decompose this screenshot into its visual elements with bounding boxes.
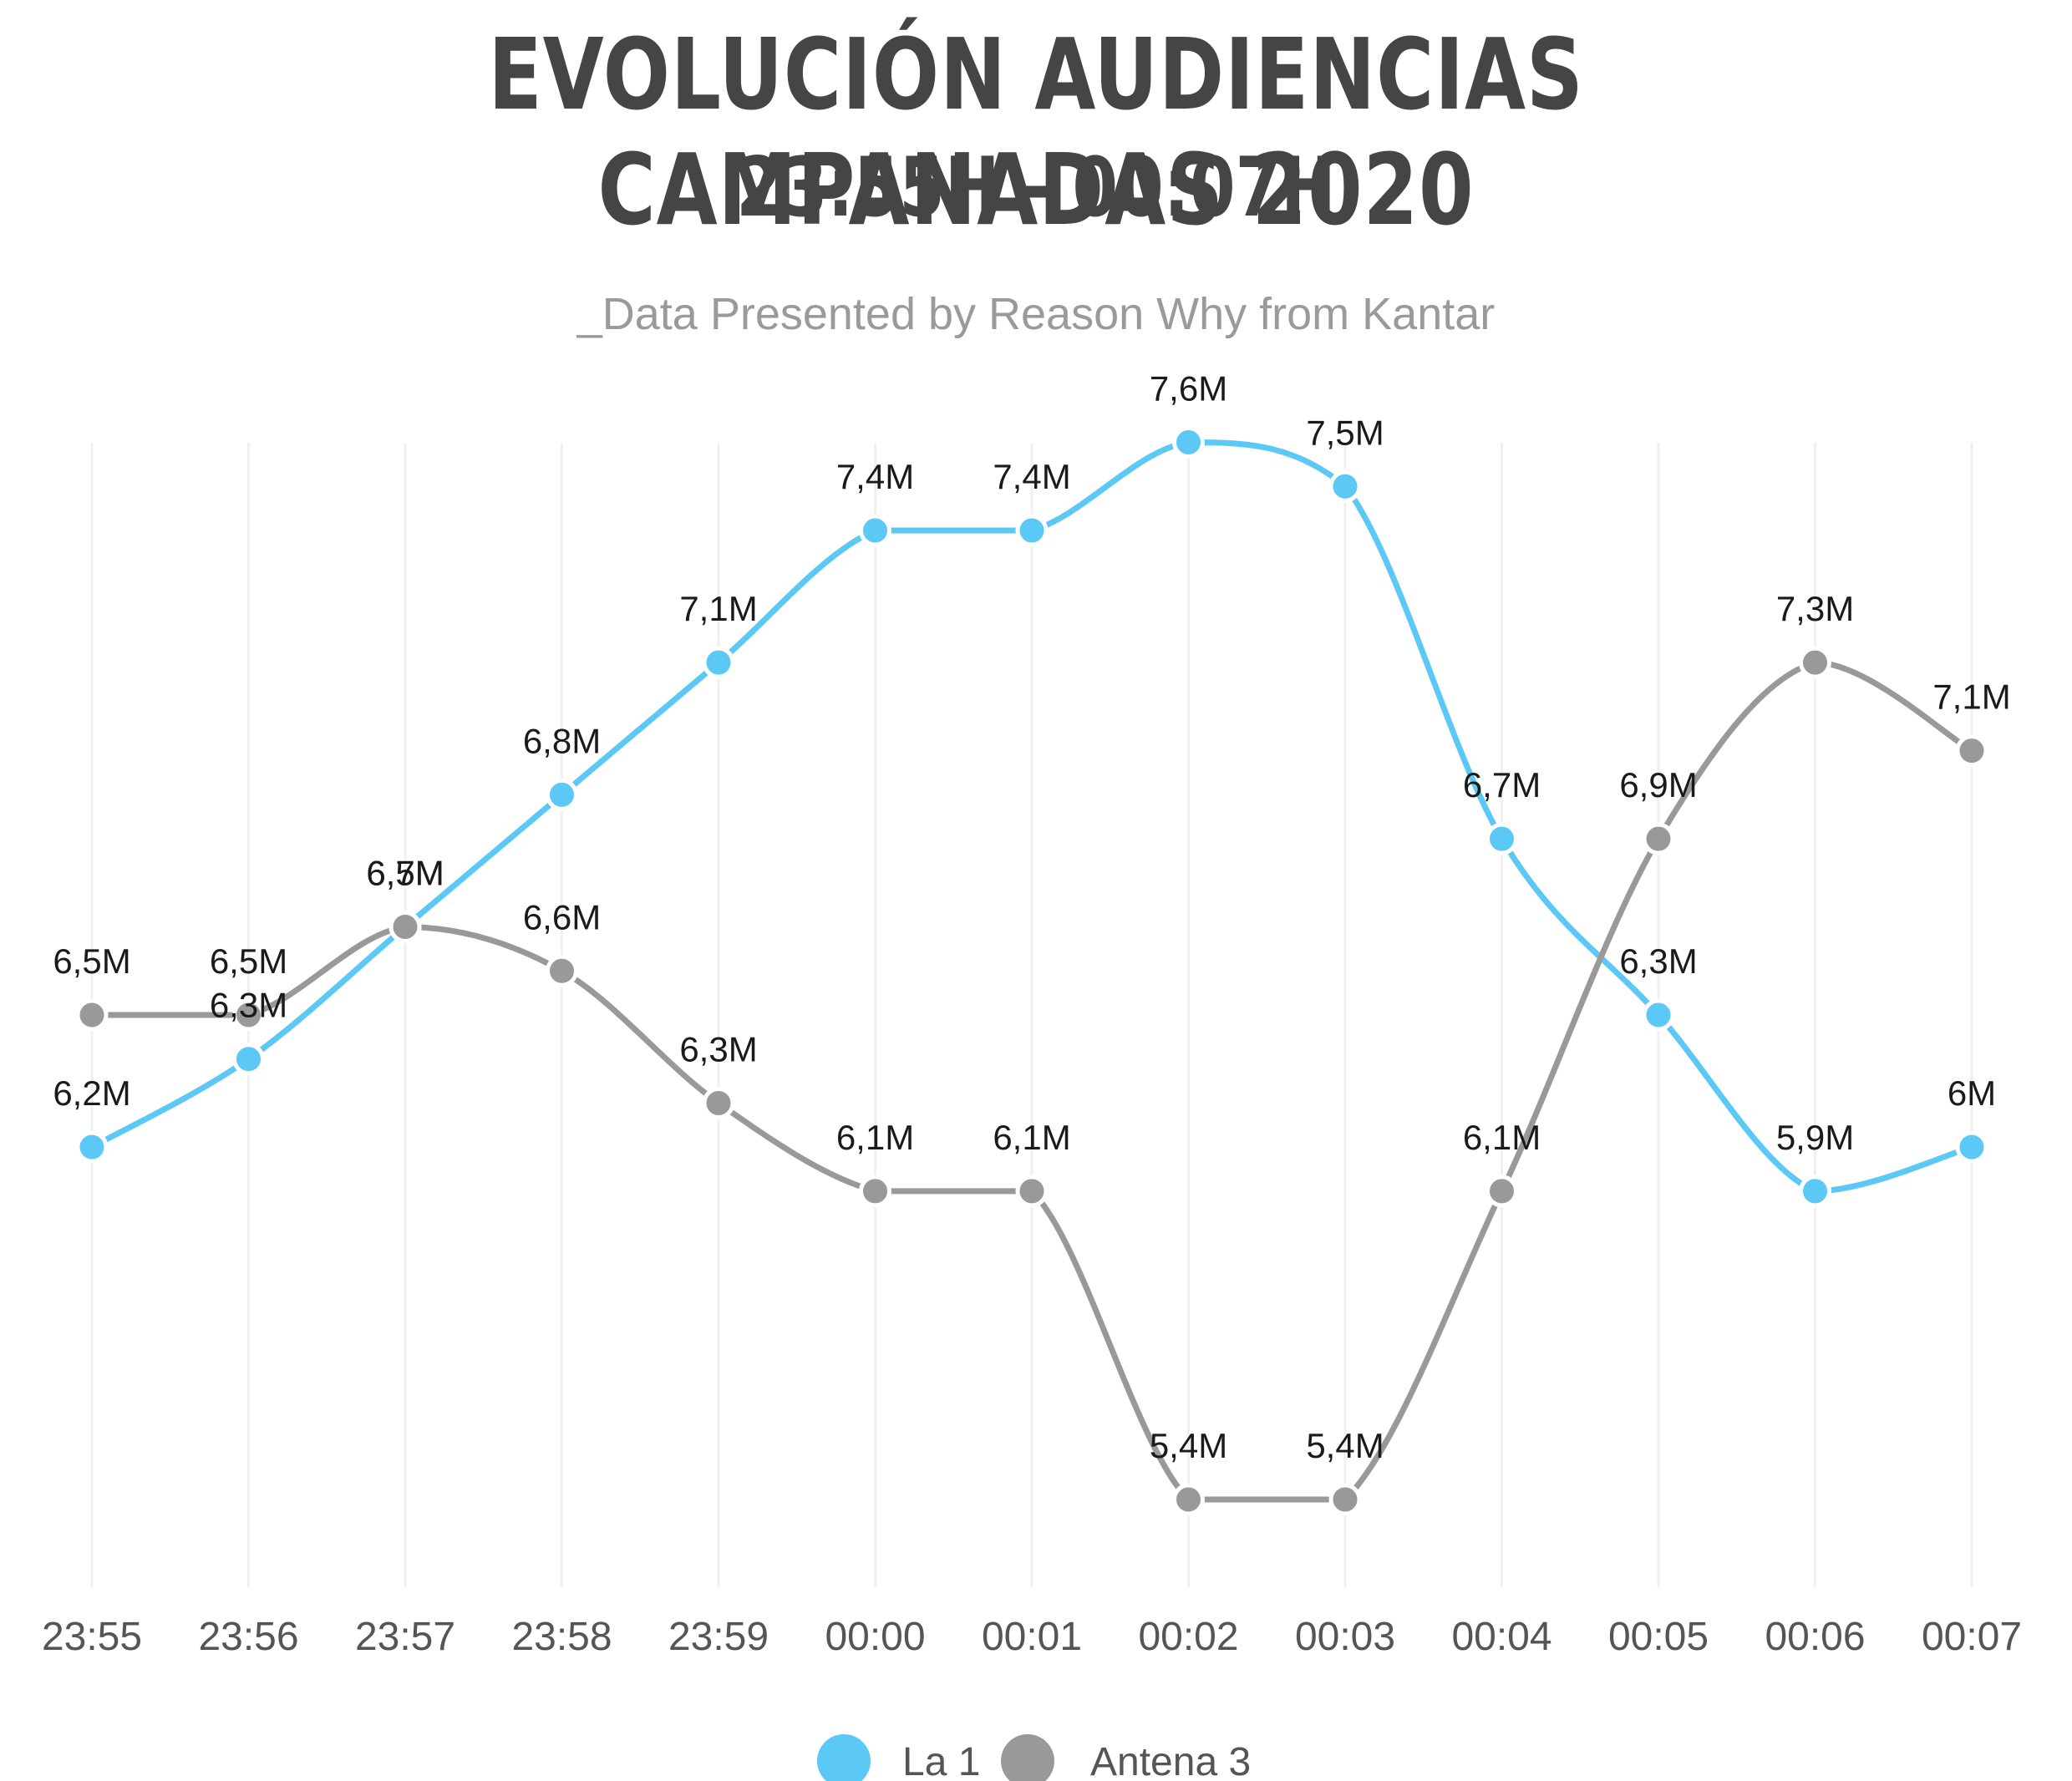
data-point-antena-3-0 xyxy=(75,998,109,1032)
x-axis-ticks: 23:55 23:56 23:57 23:58 23:59 00:00 00:01 00:02… xyxy=(42,1615,2022,1659)
data-label-antena-3-5: 6,1M xyxy=(836,1118,914,1157)
data-label-la-1-8: 7,5M xyxy=(1306,413,1384,452)
x-tick-label-11: 00:06 xyxy=(1765,1615,1865,1659)
data-label-antena-3-4: 6,3M xyxy=(679,1029,757,1068)
data-label-antena-3-2: 6,7M xyxy=(366,854,444,893)
data-point-antena-3-6 xyxy=(1015,1175,1049,1208)
data-point-antena-3-9 xyxy=(1485,1175,1518,1208)
data-label-antena-3-12: 7,1M xyxy=(1932,677,2010,717)
data-label-antena-3-1: 6,5M xyxy=(210,941,287,981)
data-point-antena-3-12 xyxy=(1955,734,1988,768)
x-tick-label-10: 00:05 xyxy=(1608,1615,1709,1659)
data-point-la-1-4 xyxy=(702,646,735,679)
data-label-la-1-11: 5,9M xyxy=(1776,1118,1854,1157)
data-label-la-1-7: 7,6M xyxy=(1150,369,1227,408)
data-point-antena-3-3 xyxy=(546,954,578,987)
legend-label-antena-3: Antena 3 xyxy=(1090,1740,1251,1781)
x-tick-label-6: 00:01 xyxy=(982,1615,1082,1659)
data-point-antena-3-1 xyxy=(232,998,265,1032)
data-point-antena-3-2 xyxy=(388,911,422,944)
data-point-la-1-10 xyxy=(1642,998,1675,1032)
data-label-la-1-2: 6,5M xyxy=(366,854,444,893)
data-label-antena-3-0: 6,5M xyxy=(53,941,130,981)
data-label-la-1-1: 6,3M xyxy=(210,986,287,1025)
data-label-la-1-5: 7,4M xyxy=(836,457,914,496)
data-label-antena-3-3: 6,6M xyxy=(523,897,601,936)
data-labels: 6,2M 6,3M 6,5M 6,8M 7,1M 7,4M 7,4M 7,6M 7,5M 6,7M… xyxy=(53,369,2010,1465)
x-tick-label-0: 23:55 xyxy=(42,1615,142,1659)
data-point-la-1-12 xyxy=(1955,1130,1988,1164)
grid-lines xyxy=(90,443,1973,1587)
chart-title: EVOLUCIÓN AUDIENCIAS CAMPANADAS 2020 xyxy=(488,17,1584,247)
legend-label-la-1: La 1 xyxy=(902,1740,980,1781)
x-tick-label-1: 23:56 xyxy=(198,1615,298,1659)
data-label-antena-3-10: 6,9M xyxy=(1619,765,1697,804)
data-point-antena-3-11 xyxy=(1799,646,1831,679)
data-point-la-1-6 xyxy=(1015,514,1049,547)
data-label-antena-3-7: 5,4M xyxy=(1150,1426,1227,1465)
legend: La 1 Antena 3 xyxy=(817,1734,1251,1781)
data-label-la-1-10: 6,3M xyxy=(1619,941,1697,981)
x-tick-label-3: 23:58 xyxy=(511,1615,612,1659)
data-point-la-1-1 xyxy=(232,1043,265,1076)
x-tick-label-5: 00:00 xyxy=(825,1615,925,1659)
data-label-la-1-9: 6,7M xyxy=(1463,765,1541,804)
x-tick-label-8: 00:03 xyxy=(1295,1615,1395,1659)
data-label-antena-3-6: 6,1M xyxy=(993,1118,1070,1157)
data-label-la-1-4: 7,1M xyxy=(679,589,757,628)
x-tick-label-12: 00:07 xyxy=(1922,1615,2022,1659)
data-point-la-1-7 xyxy=(1172,426,1205,459)
data-label-antena-3-11: 7,3M xyxy=(1776,589,1854,628)
data-point-la-1-9 xyxy=(1485,822,1518,855)
data-label-antena-3-9: 6,1M xyxy=(1463,1118,1541,1157)
legend-swatch-antena-3 xyxy=(1001,1734,1054,1781)
chart-subtitle: 23:55H - 00:07H xyxy=(736,140,1336,236)
chart-source: _Data Presented by Reason Why from Kanta… xyxy=(576,289,1496,339)
data-point-la-1-0 xyxy=(75,1130,109,1164)
data-point-la-1-5 xyxy=(859,514,891,547)
data-label-la-1-3: 6,8M xyxy=(523,721,601,760)
data-point-antena-3-10 xyxy=(1642,822,1675,855)
x-tick-label-4: 23:59 xyxy=(668,1615,769,1659)
data-point-la-1-8 xyxy=(1328,469,1362,503)
x-tick-label-9: 00:04 xyxy=(1451,1615,1551,1659)
data-point-la-1-3 xyxy=(546,778,578,811)
data-point-antena-3-4 xyxy=(702,1086,735,1119)
data-points xyxy=(75,426,1988,1516)
data-point-la-1-11 xyxy=(1799,1175,1831,1208)
x-tick-label-7: 00:02 xyxy=(1138,1615,1238,1659)
data-point-antena-3-7 xyxy=(1172,1483,1205,1516)
legend-swatch-la-1 xyxy=(817,1734,871,1781)
data-label-antena-3-8: 5,4M xyxy=(1306,1426,1384,1465)
data-label-la-1-12: 6M xyxy=(1948,1073,1996,1113)
data-point-antena-3-5 xyxy=(859,1175,891,1208)
data-point-antena-3-8 xyxy=(1328,1483,1362,1516)
data-label-la-1-6: 7,4M xyxy=(993,457,1070,496)
data-label-la-1-0: 6,2M xyxy=(53,1073,130,1113)
x-tick-label-2: 23:57 xyxy=(355,1615,455,1659)
